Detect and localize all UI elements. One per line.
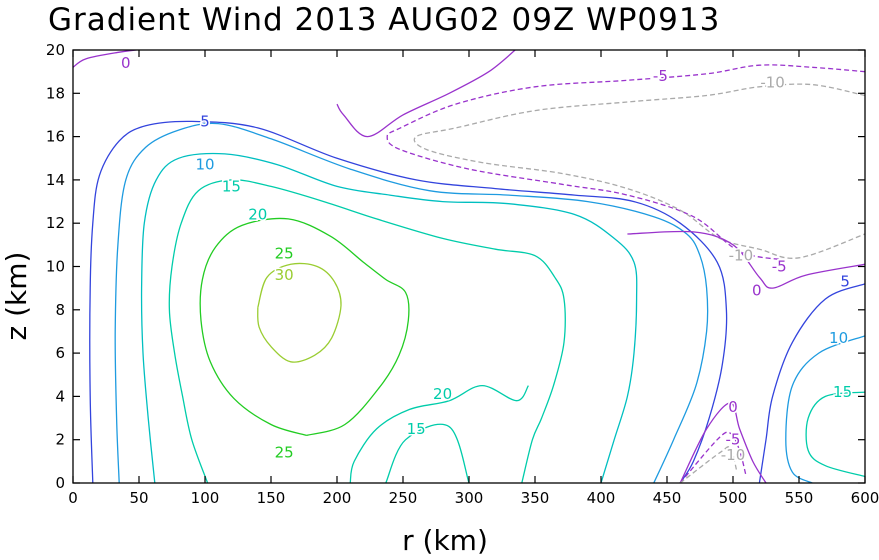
y-tick-label: 12	[46, 214, 65, 232]
x-tick-label: 50	[129, 489, 148, 507]
contour-label: 25	[275, 245, 294, 263]
contour-label: -5	[772, 258, 787, 276]
contour-label: 15	[833, 383, 852, 401]
contour-label: 10	[829, 329, 848, 347]
x-axis: 0 50 100 150 200 250 300 350 400 450 500 550 600	[68, 50, 879, 507]
y-axis-label: z (km)	[0, 252, 33, 341]
x-tick-label: 100	[191, 489, 220, 507]
x-tick-label: 450	[653, 489, 682, 507]
contour-label: 30	[275, 266, 294, 284]
contour-line-level-0-9	[337, 50, 515, 137]
contour-label: 5	[840, 273, 850, 291]
chart-title: Gradient Wind 2013 AUG02 09Z WP0913	[48, 2, 720, 38]
y-tick-label: 6	[55, 344, 65, 362]
y-tick-label: 4	[55, 387, 65, 405]
x-tick-label: 0	[68, 489, 78, 507]
x-axis-label: r (km)	[402, 524, 488, 557]
x-tick-label: 250	[389, 489, 418, 507]
y-tick-label: 2	[55, 431, 65, 449]
x-tick-label: 500	[719, 489, 748, 507]
x-tick-label: 300	[455, 489, 484, 507]
contour-label: -5	[653, 67, 668, 85]
x-tick-label: 400	[587, 489, 616, 507]
contour-label: 10	[195, 156, 214, 174]
contour-line-level-0-16	[680, 403, 766, 483]
y-tick-label: 18	[46, 84, 65, 102]
x-tick-label: 150	[257, 489, 286, 507]
contour-line-level-25-1	[200, 218, 409, 435]
y-tick-label: 0	[55, 474, 65, 492]
y-axis: 0 2 4 6 8 10 12 14 16 18 20	[46, 41, 865, 492]
contour-label: 5	[200, 112, 210, 130]
contour-lines	[73, 50, 865, 483]
contour-line-level-neg5-10	[387, 65, 865, 260]
contour-label: 15	[407, 420, 426, 438]
contour-label: -10	[721, 446, 746, 464]
x-tick-label: 550	[785, 489, 814, 507]
x-tick-label: 600	[851, 489, 879, 507]
contour-line-level-15-4	[386, 424, 469, 483]
y-tick-label: 20	[46, 41, 65, 59]
contour-line-level-30-0	[258, 263, 341, 362]
contour-label: 0	[728, 398, 738, 416]
contour-line-level-10-14	[786, 336, 865, 483]
y-tick-label: 14	[46, 171, 65, 189]
contour-label: 20	[433, 385, 452, 403]
y-tick-label: 10	[46, 258, 65, 276]
contour-line-level-20-2	[169, 180, 565, 483]
contour-line-level-15-15	[806, 392, 865, 476]
contour-label: 25	[275, 444, 294, 462]
y-tick-label: 16	[46, 128, 65, 146]
contour-label: 20	[248, 206, 267, 224]
contour-label: 0	[752, 281, 762, 299]
contour-label: 0	[121, 54, 131, 72]
x-tick-label: 350	[521, 489, 550, 507]
plot-frame	[73, 50, 865, 483]
contour-label: -10	[760, 74, 785, 92]
contour-line-level-15-5	[142, 154, 637, 483]
contour-label: -10	[729, 247, 754, 265]
x-tick-label: 200	[323, 489, 352, 507]
contour-label: 15	[222, 177, 241, 195]
y-tick-label: 8	[55, 301, 65, 319]
